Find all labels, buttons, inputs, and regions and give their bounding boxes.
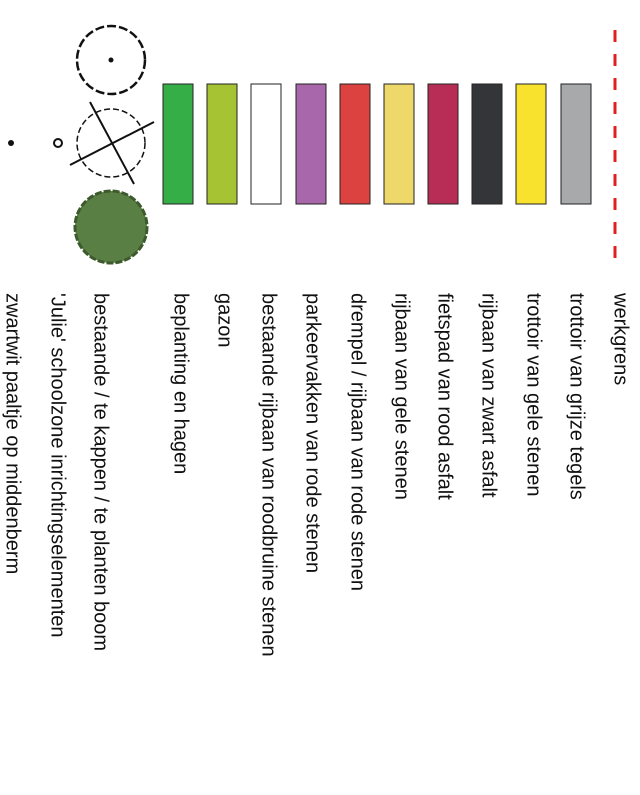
swatch <box>471 83 503 205</box>
legend-label: drempel / rijbaan van rode stenen <box>347 293 369 591</box>
legend-label: bestaande rijbaan van roodbruine stenen <box>258 293 280 657</box>
swatch <box>427 83 459 205</box>
swatch <box>206 83 238 205</box>
tree-new <box>73 189 149 265</box>
bollard <box>8 140 14 146</box>
swatch <box>560 83 592 205</box>
swatches <box>162 83 592 205</box>
legend-label: bestaande / te kappen / te planten boom <box>90 293 112 651</box>
legend-label: gazon <box>214 293 236 348</box>
legend-label: 'Julie' schoolzone inrichtingselementen <box>47 293 69 638</box>
legend-label: rijbaan van gele stenen <box>391 293 413 500</box>
swatch <box>162 83 194 205</box>
cross-line <box>69 121 155 166</box>
swatch <box>339 83 371 205</box>
tree-center <box>108 57 114 63</box>
legend-label: parkeervakken van rode stenen <box>302 293 324 573</box>
legend-label: fietspad van rood asfalt <box>434 293 456 500</box>
swatch <box>383 83 415 205</box>
legend-label: werkgrens <box>610 292 632 385</box>
legend-label: rijbaan van zwart asfalt <box>478 293 500 498</box>
tree-icons <box>8 24 155 265</box>
swatch <box>515 83 547 205</box>
swatch <box>295 83 327 205</box>
legend-label: zwartwit paaltje op middenberm <box>2 293 24 574</box>
swatch <box>250 83 282 205</box>
school-element <box>53 138 63 148</box>
legend-label: beplanting en hagen <box>170 293 192 474</box>
legend-label: trottoir van grijze tegels <box>566 293 588 500</box>
legend-label: trottoir van gele stenen <box>523 293 545 496</box>
